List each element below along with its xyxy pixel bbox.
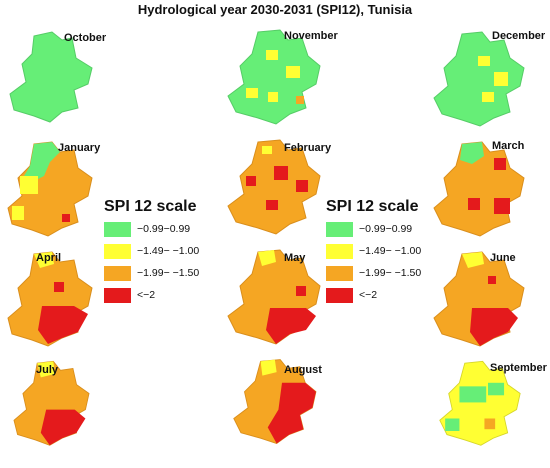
map-september	[428, 356, 548, 468]
legend-swatch	[104, 265, 131, 281]
legend-item: −1.49− −1.00	[104, 240, 222, 262]
legend-item: −1.99− −1.50	[326, 262, 444, 284]
tunisia-map-september	[439, 360, 521, 446]
map-january	[4, 136, 124, 248]
map-august	[222, 356, 342, 468]
legend-swatch	[104, 221, 131, 237]
map-february	[222, 136, 342, 248]
tunisia-map-july	[13, 360, 90, 446]
map-title: Hydrological year 2030-2031 (SPI12), Tun…	[137, 2, 413, 17]
month-label-august: August	[284, 364, 322, 376]
legend-swatch	[326, 265, 353, 281]
map-march	[428, 136, 548, 248]
month-label-march: March	[492, 140, 525, 152]
tunisia-map-november	[227, 29, 321, 125]
legend-label: −1.49− −1.00	[359, 245, 422, 257]
month-label-july: July	[36, 364, 59, 376]
map-may	[222, 246, 342, 358]
legend-item: −0.99−0.99	[326, 218, 444, 240]
tunisia-map-march	[433, 141, 525, 237]
map-october	[4, 24, 124, 136]
legend-label: −0.99−0.99	[359, 223, 413, 235]
tunisia-map-june	[433, 251, 525, 347]
legend-item: <−2	[104, 284, 222, 306]
map-july	[4, 356, 124, 468]
legend-label: −1.99− −1.50	[137, 267, 200, 279]
tunisia-map-october	[9, 31, 93, 123]
legend-title: SPI 12 scale	[104, 198, 197, 215]
month-label-may: May	[284, 252, 306, 264]
legend-label: <−2	[137, 289, 156, 301]
legend-swatch	[326, 221, 353, 237]
tunisia-map-august	[233, 359, 317, 444]
month-label-april: April	[36, 252, 62, 264]
map-april	[4, 246, 124, 358]
legend-swatch	[104, 243, 131, 259]
legend-item: <−2	[326, 284, 444, 306]
month-label-october: October	[64, 32, 107, 44]
legend-right: SPI 12 scale −0.99−0.99 −1.49− −1.00 −1.…	[326, 196, 444, 306]
tunisia-map-january	[7, 141, 93, 237]
map-november	[222, 26, 342, 138]
legend-swatch	[326, 287, 353, 303]
legend-label: −0.99−0.99	[137, 223, 191, 235]
legend-label: −1.99− −1.50	[359, 267, 422, 279]
tunisia-map-may	[227, 249, 321, 345]
legend-title: SPI 12 scale	[326, 198, 419, 215]
month-label-september: September	[490, 362, 547, 374]
legend-item: −1.99− −1.50	[104, 262, 222, 284]
tunisia-map-december	[433, 31, 525, 127]
legend-swatch	[326, 243, 353, 259]
legend-left: SPI 12 scale −0.99−0.99 −1.49− −1.00 −1.…	[104, 196, 222, 306]
legend-label: −1.49− −1.00	[137, 245, 200, 257]
month-label-february: February	[284, 142, 332, 154]
map-june	[428, 246, 548, 358]
tunisia-map-february	[227, 139, 321, 235]
legend-item: −0.99−0.99	[104, 218, 222, 240]
month-label-december: December	[492, 30, 546, 42]
month-label-november: November	[284, 30, 338, 42]
legend-label: <−2	[359, 289, 378, 301]
tunisia-map-april	[7, 251, 93, 347]
legend-item: −1.49− −1.00	[326, 240, 444, 262]
month-label-june: June	[490, 252, 516, 264]
legend-swatch	[104, 287, 131, 303]
month-label-january: January	[58, 142, 101, 154]
map-december	[428, 26, 548, 138]
